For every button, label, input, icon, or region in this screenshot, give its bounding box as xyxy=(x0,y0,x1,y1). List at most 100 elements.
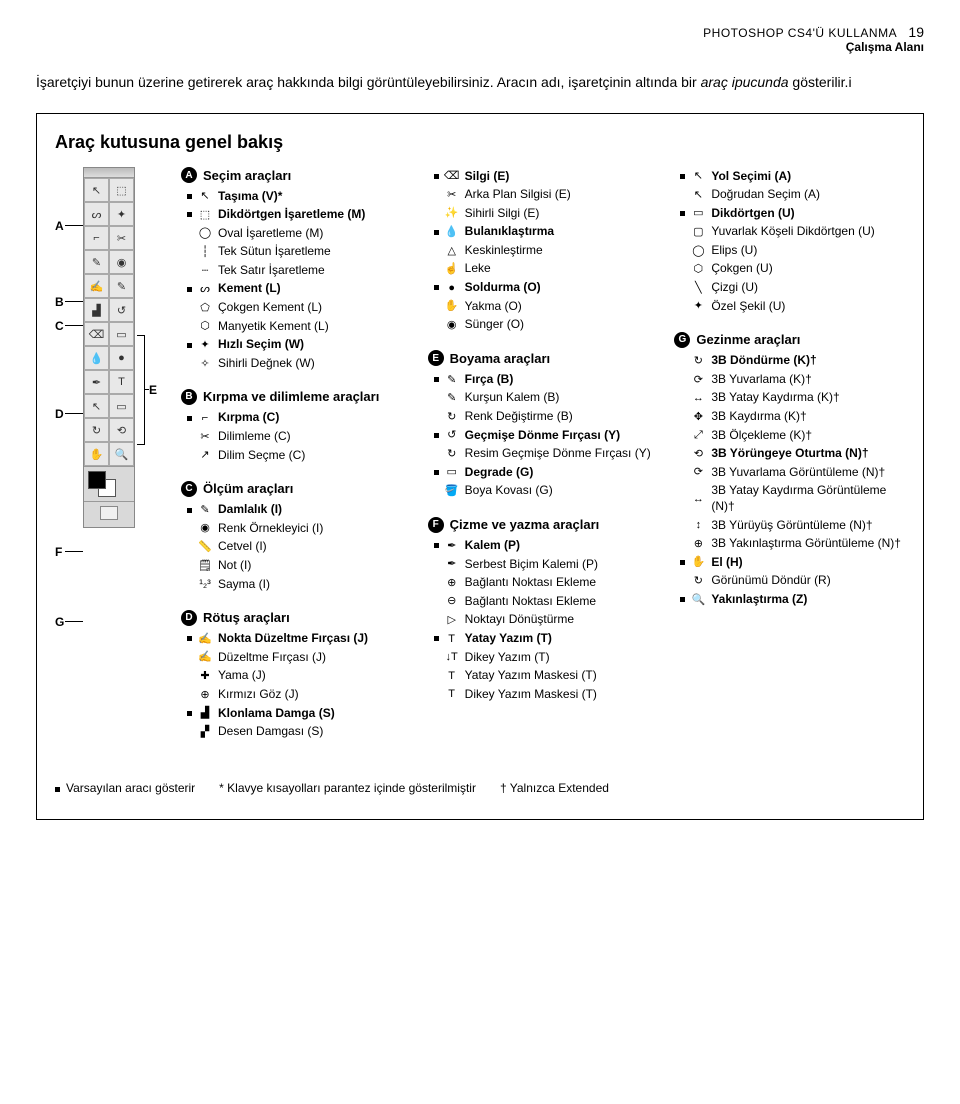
tool-icon: ⟲ xyxy=(691,447,705,461)
section-g: GGezinme araçları ↻3B Döndürme (K)†⟳3B Y… xyxy=(674,332,905,609)
tool-name: Dilimleme (C) xyxy=(218,429,291,445)
default-marker-icon xyxy=(187,416,192,421)
tool-name: Yuvarlak Köşeli Dikdörtgen (U) xyxy=(711,224,874,240)
toolbox-illustration: ↖⬚ ᔕ✦ ⌐✂ ✎◉ ✍✎ ▟↺ ⌫▭ 💧● ✒T ↖▭ ↻⟲ ✋🔍 xyxy=(83,167,135,528)
tool-icon: ● xyxy=(445,281,459,295)
tool-line: ✎Damlalık (I) xyxy=(181,501,412,520)
default-marker-icon xyxy=(434,174,439,179)
tool-name: Görünümü Döndür (R) xyxy=(711,573,830,589)
tool-name: Yakınlaştırma (Z) xyxy=(711,592,807,608)
tool-cell: 💧 xyxy=(84,346,109,370)
tool-icon: ◯ xyxy=(691,244,705,258)
tool-icon: ✎ xyxy=(198,503,212,517)
tool-line: ▷Noktayı Dönüştürme xyxy=(428,611,659,630)
tool-line: ✒Kalem (P) xyxy=(428,537,659,556)
footer-text-1: Varsayılan aracı gösterir xyxy=(66,781,195,795)
tool-line: ✦Hızlı Seçim (W) xyxy=(181,336,412,355)
tool-line: ⬚Dikdörtgen İşaretleme (M) xyxy=(181,206,412,225)
tool-line: ┆Tek Sütun İşaretleme xyxy=(181,243,412,262)
tool-icon: ↻ xyxy=(445,447,459,461)
default-marker-icon xyxy=(434,230,439,235)
edit-mode-row xyxy=(84,501,134,527)
tool-line: ▢Yuvarlak Köşeli Dikdörtgen (U) xyxy=(674,223,905,242)
tool-name: 3B Yatay Kaydırma (K)† xyxy=(711,390,839,406)
tool-line: 🔍 Yakınlaştırma (Z) xyxy=(674,590,905,609)
tool-icon: ◉ xyxy=(198,522,212,536)
tool-list: ↻3B Döndürme (K)†⟳3B Yuvarlama (K)†↔3B Y… xyxy=(674,352,905,609)
section-head: EBoyama araçları xyxy=(428,350,659,366)
section-d: DRötuş araçları ✍Nokta Düzeltme Fırçası … xyxy=(181,610,412,742)
tool-icon: ↺ xyxy=(445,428,459,442)
tool-icon: ✂ xyxy=(198,430,212,444)
default-marker-icon xyxy=(434,470,439,475)
overview-box: Araç kutusuna genel bakış A B C D E F G xyxy=(36,113,924,820)
square-icon xyxy=(55,787,60,792)
tool-name: Dikdörtgen İşaretleme (M) xyxy=(218,207,365,223)
section-f-cont: ↖Yol Seçimi (A)↖Doğrudan Seçim (A)▭Dikdö… xyxy=(674,167,905,316)
tool-cell: ● xyxy=(109,346,134,370)
tool-icon: ▷ xyxy=(445,613,459,627)
tool-name: El (H) xyxy=(711,555,742,571)
tool-line: ◯Oval İşaretleme (M) xyxy=(181,224,412,243)
tool-icon: 🪣 xyxy=(445,484,459,498)
tool-name: Düzeltme Fırçası (J) xyxy=(218,650,326,666)
leader-line xyxy=(65,413,83,414)
section-title: Ölçüm araçları xyxy=(203,481,293,496)
tool-line: ↖Doğrudan Seçim (A) xyxy=(674,186,905,205)
tool-icon: ✂ xyxy=(445,188,459,202)
section-title: Çizme ve yazma araçları xyxy=(450,517,600,532)
tool-line: ⌐Kırpma (C) xyxy=(181,409,412,428)
tool-icon: ╲ xyxy=(691,281,705,295)
label-d: D xyxy=(55,407,64,421)
tool-line: ↻Renk Değiştirme (B) xyxy=(428,408,659,427)
tool-name: Dikdörtgen (U) xyxy=(711,206,794,222)
tool-name: 3B Yakınlaştırma Görüntüleme (N)† xyxy=(711,536,901,552)
tool-icon: ▞ xyxy=(198,725,212,739)
tool-cell: 🔍 xyxy=(109,442,134,466)
label-b: B xyxy=(55,295,64,309)
tool-icon: ✒ xyxy=(445,539,459,553)
tool-line: ▟Klonlama Damga (S) xyxy=(181,704,412,723)
toolbox-column: A B C D E F G ↖⬚ ᔕ xyxy=(55,167,165,757)
tool-line: △Keskinleştirme xyxy=(428,241,659,260)
toolbox-grip xyxy=(84,168,134,178)
tool-icon: ✍ xyxy=(198,651,212,665)
tool-cell: ↻ xyxy=(84,418,109,442)
tool-name: Bağlantı Noktası Ekleme xyxy=(465,575,596,591)
tool-icon: ✋ xyxy=(445,299,459,313)
tool-name: Kırmızı Göz (J) xyxy=(218,687,299,703)
tool-cell: ✒ xyxy=(84,370,109,394)
tool-name: Kırpma (C) xyxy=(218,410,279,426)
tool-icon: ⬡ xyxy=(691,262,705,276)
leader-line xyxy=(65,621,83,622)
tool-line: ↔3B Yatay Kaydırma Görüntüleme (N)† xyxy=(674,482,905,516)
default-marker-icon xyxy=(680,597,685,602)
tool-line: ⊕Bağlantı Noktası Ekleme xyxy=(428,574,659,593)
tool-icon: ¹₂³ xyxy=(198,577,212,591)
tool-name: Sihirli Değnek (W) xyxy=(218,356,315,372)
mode-icon xyxy=(100,506,118,520)
tool-line: ▞Desen Damgası (S) xyxy=(181,723,412,742)
doc-title: PHOTOSHOP CS4'Ü KULLANMA xyxy=(703,26,897,40)
tool-name: Bağlantı Noktası Ekleme xyxy=(465,594,596,610)
tool-name: Resim Geçmişe Dönme Fırçası (Y) xyxy=(465,446,651,462)
tool-line: ✨Sihirli Silgi (E) xyxy=(428,204,659,223)
tool-line: ⊖Bağlantı Noktası Ekleme xyxy=(428,592,659,611)
tool-icon: ↔ xyxy=(691,492,705,506)
doc-subtitle: Çalışma Alanı xyxy=(36,40,924,54)
tool-line: ◯Elips (U) xyxy=(674,241,905,260)
section-f: FÇizme ve yazma araçları ✒Kalem (P)✒Serb… xyxy=(428,517,659,704)
tool-cell: ✍ xyxy=(84,274,109,298)
tool-icon: 🔍 xyxy=(691,593,705,607)
tool-cell: ᔕ xyxy=(84,202,109,226)
default-marker-icon xyxy=(187,508,192,513)
section-head: GGezinme araçları xyxy=(674,332,905,348)
badge-d-icon: D xyxy=(181,610,197,626)
tool-name: Doğrudan Seçim (A) xyxy=(711,187,820,203)
section-head: BKırpma ve dilimleme araçları xyxy=(181,389,412,405)
tool-list: ⌫Silgi (E)✂Arka Plan Silgisi (E)✨Sihirli… xyxy=(428,167,659,334)
tool-line: ⟳3B Yuvarlama (K)† xyxy=(674,370,905,389)
leader-line xyxy=(65,325,83,326)
default-marker-icon xyxy=(434,285,439,290)
tool-line: ↺Geçmişe Dönme Fırçası (Y) xyxy=(428,426,659,445)
